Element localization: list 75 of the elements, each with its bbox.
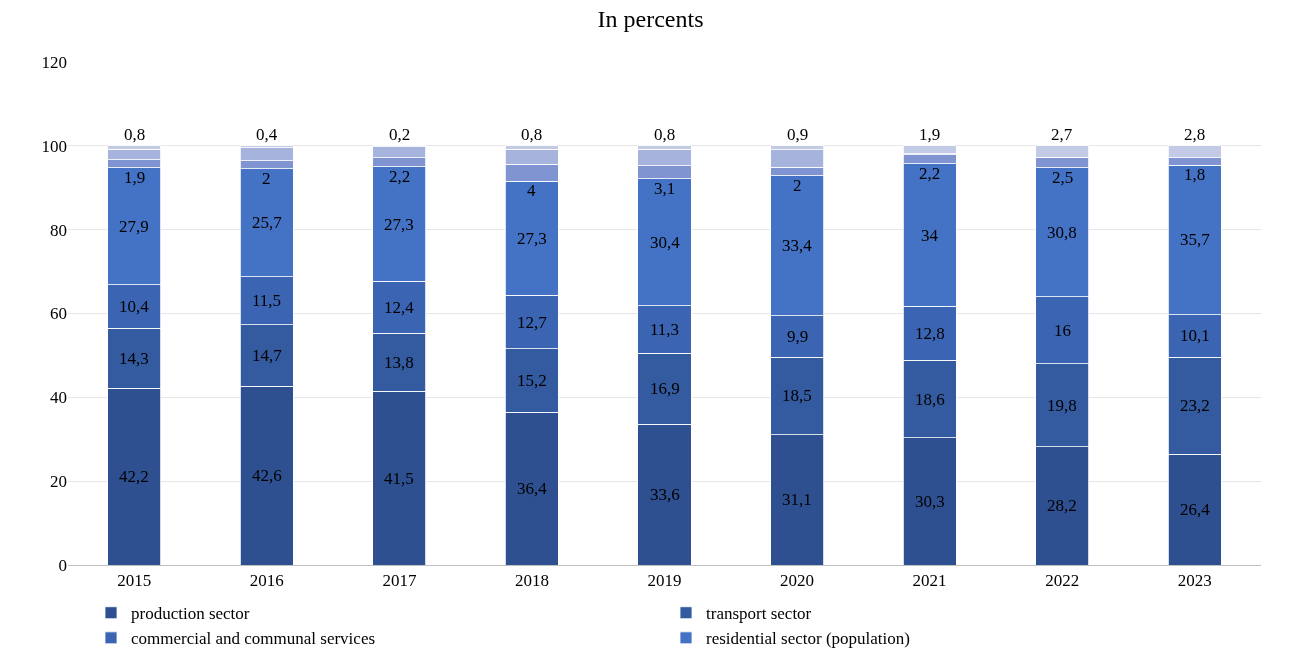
data-label: 2,7	[1051, 125, 1073, 144]
data-label: 16,9	[650, 379, 680, 398]
data-label: 42,6	[252, 466, 282, 485]
legend-label: production sector	[131, 604, 250, 624]
data-label: 18,5	[782, 386, 812, 405]
data-label: 12,4	[384, 298, 415, 317]
data-label: 0,2	[389, 125, 411, 144]
y-tick-label: 120	[41, 52, 67, 72]
data-label: 0,9	[787, 125, 809, 144]
data-label: 23,2	[1180, 396, 1210, 415]
data-label: 0,8	[654, 125, 676, 144]
data-label: 2,5	[1052, 168, 1074, 187]
data-label: 9,9	[787, 327, 809, 346]
legend-label: residential sector (population)	[706, 629, 910, 649]
data-label: 0,8	[124, 125, 146, 144]
data-label: 10,1	[1180, 326, 1210, 345]
data-label: 13,8	[384, 353, 414, 372]
y-tick-label: 80	[50, 220, 67, 240]
data-label: 2	[793, 176, 802, 195]
data-label: 2,2	[919, 164, 941, 183]
y-tick-label: 40	[50, 388, 67, 408]
data-label: 27,9	[119, 217, 149, 236]
data-label: 30,8	[1047, 223, 1077, 242]
legend-label: commercial and communal services	[131, 629, 376, 649]
legend-label: transport sector	[706, 604, 812, 624]
data-label: 28,2	[1047, 496, 1077, 515]
y-tick-label: 100	[41, 136, 67, 156]
data-label: 35,7	[1180, 230, 1211, 249]
data-label: 41,5	[384, 469, 414, 488]
data-label: 0,4	[256, 125, 278, 144]
data-label: 2	[262, 169, 271, 188]
x-tick-label: 2023	[1177, 571, 1212, 591]
data-label: 27,3	[384, 215, 414, 234]
data-label: 12,7	[517, 313, 548, 332]
x-tick-label: 2016	[249, 571, 284, 591]
data-label: 16	[1054, 321, 1071, 340]
data-label: 33,4	[782, 236, 813, 255]
data-label: 34	[921, 226, 939, 245]
data-label: 1,9	[919, 125, 941, 144]
data-label: 11,5	[252, 291, 282, 310]
data-label: 2,2	[389, 167, 411, 186]
data-label: 31,1	[782, 490, 812, 509]
x-tick-label: 2022	[1045, 571, 1080, 591]
data-label: 36,4	[517, 479, 548, 498]
data-label: 42,2	[119, 467, 149, 486]
data-label: 2,8	[1184, 125, 1206, 144]
data-label: 12,8	[915, 324, 945, 343]
y-tick-label: 20	[50, 472, 67, 492]
data-label: 1,8	[1184, 165, 1206, 184]
data-label: 3,1	[654, 179, 676, 198]
data-label: 19,8	[1047, 396, 1077, 415]
data-label: 33,6	[650, 485, 680, 504]
x-tick-label: 2017	[382, 571, 417, 591]
data-label: 14,7	[252, 346, 283, 365]
data-label: 30,3	[915, 492, 945, 511]
x-tick-label: 2015	[117, 571, 152, 591]
x-tick-label: 2019	[647, 571, 682, 591]
data-label: 25,7	[252, 213, 283, 232]
data-label: 1,9	[124, 168, 146, 187]
data-label: 30,4	[650, 233, 681, 252]
data-label: 11,3	[650, 320, 680, 339]
data-label: 15,2	[517, 371, 547, 390]
x-tick-label: 2021	[912, 571, 947, 591]
data-label: 14,3	[119, 349, 149, 368]
data-label: 10,4	[119, 297, 150, 316]
data-label: 27,3	[517, 229, 547, 248]
data-label: 18,6	[915, 390, 945, 409]
x-tick-label: 2018	[514, 571, 549, 591]
data-label: 4	[527, 181, 536, 200]
y-tick-label: 0	[58, 555, 67, 575]
y-tick-label: 60	[50, 304, 67, 324]
data-label: 26,4	[1180, 500, 1211, 519]
chart-title: In percents	[597, 5, 704, 32]
data-label: 0,8	[521, 125, 543, 144]
x-tick-label: 2020	[780, 571, 815, 591]
